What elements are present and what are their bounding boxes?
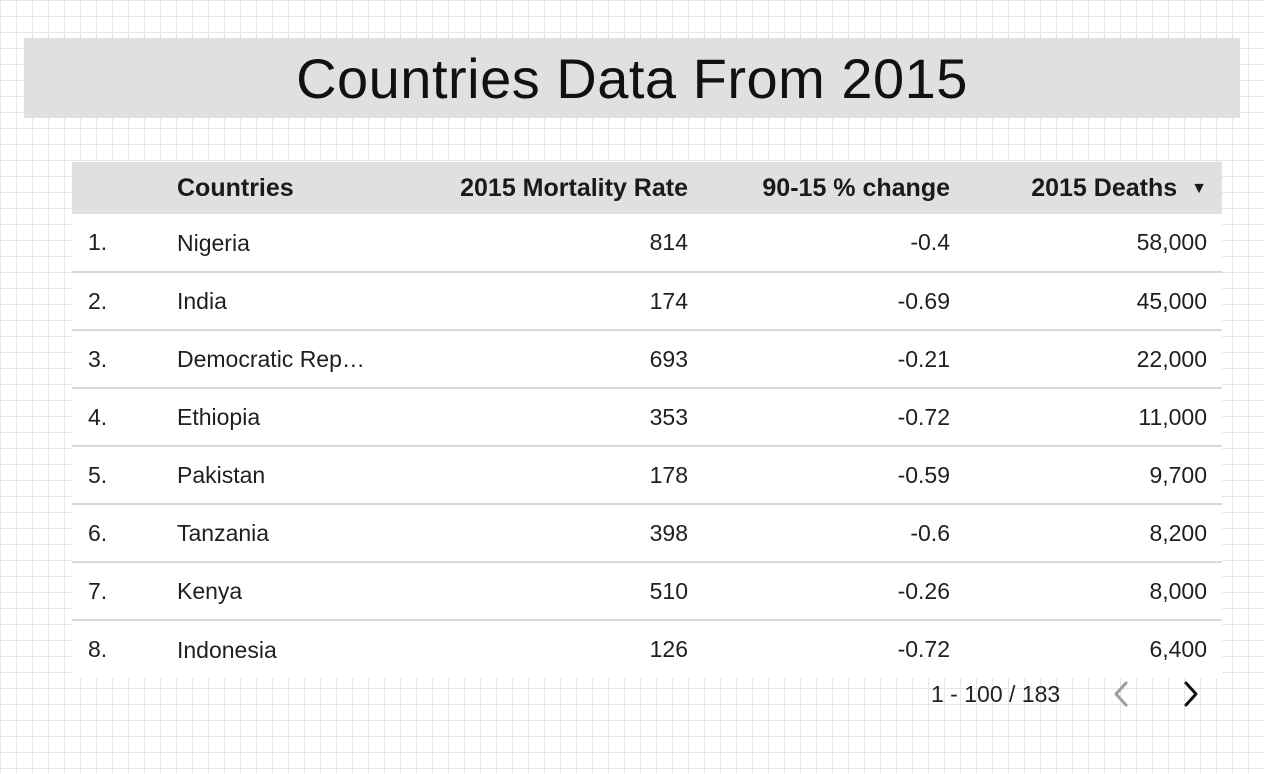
row-index: 5. (88, 461, 108, 488)
row-deaths: 45,000 (1136, 287, 1207, 314)
row-percent-change: -0.69 (897, 287, 950, 314)
pagination-bar: 1 - 100 / 183 (900, 676, 1220, 712)
table-row: 8. Indonesia 126 -0.72 6,400 (72, 620, 1222, 678)
row-country: Democratic Rep… (177, 330, 382, 388)
table-row: 5. Pakistan 178 -0.59 9,700 (72, 446, 1222, 504)
title-banner: Countries Data From 2015 (24, 38, 1240, 118)
row-mortality-rate: 693 (649, 345, 688, 372)
row-country: Ethiopia (177, 388, 382, 446)
row-country: Pakistan (177, 446, 382, 504)
table-header-row: Countries 2015 Mortality Rate 90-15 % ch… (72, 162, 1222, 214)
table-row: 2. India 174 -0.69 45,000 (72, 272, 1222, 330)
row-percent-change: -0.4 (910, 229, 950, 255)
row-deaths: 8,000 (1149, 577, 1207, 604)
header-deaths[interactable]: 2015 Deaths ▼ (954, 162, 1222, 214)
row-country-label: India (177, 288, 227, 315)
table-row: 1. Nigeria 814 -0.4 58,000 (72, 214, 1222, 272)
row-deaths: 11,000 (1138, 403, 1207, 430)
row-index: 1. (88, 229, 108, 255)
row-deaths: 22,000 (1136, 345, 1207, 372)
header-percent-change[interactable]: 90-15 % change (692, 162, 954, 214)
header-percent-change-label: 90-15 % change (762, 173, 950, 202)
row-percent-change: -0.59 (897, 461, 950, 488)
table-row: 6. Tanzania 398 -0.6 8,200 (72, 504, 1222, 562)
next-page-button[interactable] (1177, 676, 1205, 712)
pagination-range: 1 - 100 / 183 (931, 680, 1061, 707)
row-country-label: Democratic Rep… (177, 346, 365, 373)
table-row: 7. Kenya 510 -0.26 8,000 (72, 562, 1222, 620)
header-mortality-rate[interactable]: 2015 Mortality Rate (382, 162, 692, 214)
page-title: Countries Data From 2015 (296, 46, 968, 110)
table-row: 4. Ethiopia 353 -0.72 11,000 (72, 388, 1222, 446)
sort-descending-icon[interactable]: ▼ (1191, 179, 1207, 197)
row-percent-change: -0.72 (897, 403, 950, 430)
row-mortality-rate: 814 (649, 229, 688, 255)
table-row: 3. Democratic Rep… 693 -0.21 22,000 (72, 330, 1222, 388)
row-mortality-rate: 510 (649, 577, 688, 604)
row-country-label: Pakistan (177, 462, 266, 489)
row-deaths: 6,400 (1149, 636, 1207, 662)
header-mortality-rate-label: 2015 Mortality Rate (460, 173, 688, 202)
row-country-label: Nigeria (177, 229, 250, 256)
row-index: 8. (88, 636, 108, 662)
row-index: 2. (88, 287, 108, 314)
row-mortality-rate: 398 (649, 519, 688, 546)
row-country-label: Indonesia (177, 636, 277, 663)
header-countries-label: Countries (177, 173, 294, 202)
row-deaths: 9,700 (1149, 461, 1207, 488)
row-country-label: Ethiopia (177, 404, 261, 431)
row-country-label: Tanzania (177, 520, 270, 547)
row-country-label: Kenya (177, 578, 243, 605)
previous-page-button[interactable] (1107, 676, 1135, 712)
row-index: 3. (88, 345, 108, 372)
header-countries[interactable]: Countries (177, 162, 382, 214)
chevron-right-icon (1184, 681, 1198, 707)
row-index: 7. (88, 577, 108, 604)
chevron-left-icon (1114, 681, 1128, 707)
row-mortality-rate: 353 (649, 403, 688, 430)
row-mortality-rate: 126 (649, 636, 688, 662)
row-index: 6. (88, 519, 108, 546)
row-country: Tanzania (177, 504, 382, 562)
row-country: Indonesia (177, 620, 382, 678)
row-percent-change: -0.6 (910, 519, 950, 546)
row-mortality-rate: 178 (649, 461, 688, 488)
header-index (72, 162, 177, 214)
data-table: Countries 2015 Mortality Rate 90-15 % ch… (72, 162, 1222, 678)
row-country: Kenya (177, 562, 382, 620)
row-country: Nigeria (177, 214, 382, 272)
row-deaths: 8,200 (1149, 519, 1207, 546)
row-deaths: 58,000 (1136, 229, 1207, 255)
row-mortality-rate: 174 (649, 287, 688, 314)
row-percent-change: -0.21 (897, 345, 950, 372)
header-deaths-label: 2015 Deaths (1031, 173, 1178, 202)
row-country: India (177, 272, 382, 330)
countries-table: Countries 2015 Mortality Rate 90-15 % ch… (72, 162, 1222, 678)
row-index: 4. (88, 403, 108, 430)
row-percent-change: -0.72 (897, 636, 950, 662)
row-percent-change: -0.26 (897, 577, 950, 604)
